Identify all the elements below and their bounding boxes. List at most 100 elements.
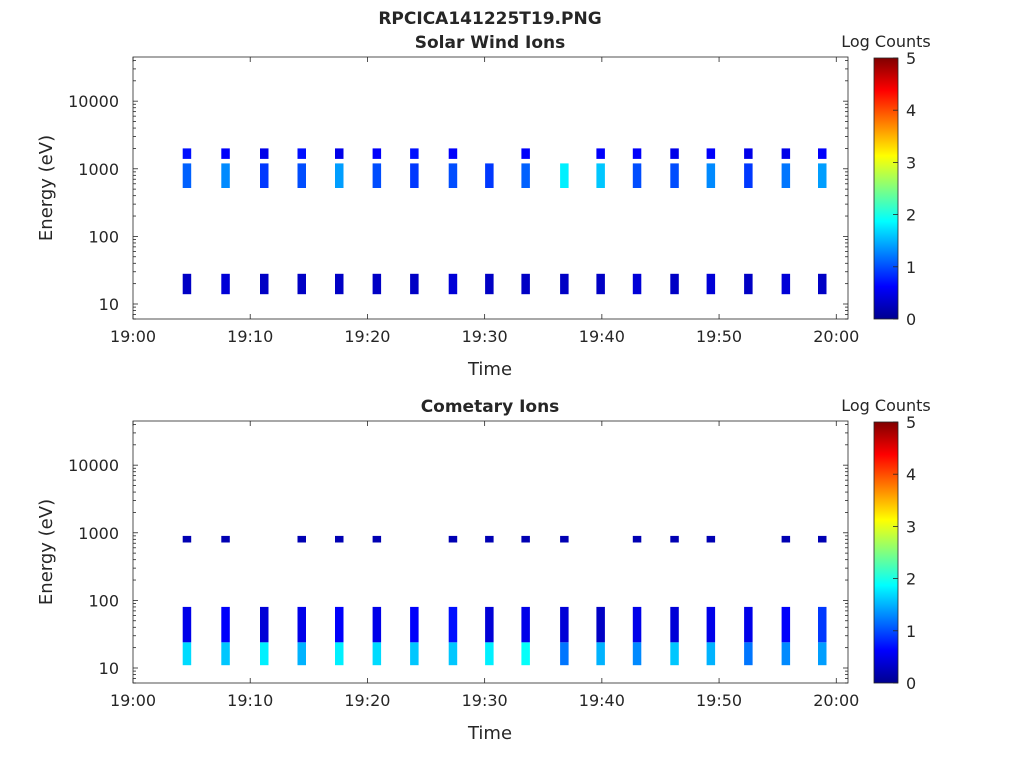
colorbar-tick-label: 2 [906, 206, 916, 225]
x-axis-label: Time [467, 723, 512, 744]
data-cell [521, 606, 530, 643]
data-cell [706, 148, 716, 159]
data-cell [744, 148, 753, 159]
data-cell [521, 642, 530, 666]
x-tick-label: 19:40 [579, 327, 625, 346]
x-tick-label: 20:00 [813, 327, 859, 346]
data-cell [632, 163, 642, 188]
colorbar-tick-label: 1 [906, 622, 916, 641]
y-axis-ticks: 10 100 1000 10000 [68, 60, 848, 320]
data-cell [335, 642, 344, 666]
x-tick-label: 19:00 [110, 327, 156, 346]
x-tick-label: 20:00 [813, 691, 859, 710]
y-tick-label: 100 [88, 591, 119, 610]
data-cell [221, 163, 230, 188]
data-cell [818, 535, 827, 543]
data-cell [260, 642, 269, 666]
data-cell [410, 273, 419, 295]
data-cell [818, 148, 827, 159]
data-cell [335, 606, 344, 643]
data-cell [260, 163, 269, 188]
x-axis-ticks: 19:00 19:10 19:20 19:30 19:40 19:50 20:00 [110, 421, 859, 710]
data-cell [560, 273, 569, 295]
data-cell [448, 163, 458, 188]
data-cell [744, 606, 753, 643]
x-tick-label: 19:50 [696, 327, 742, 346]
data-cell [182, 642, 192, 666]
data-cell [182, 535, 192, 543]
data-cell [670, 148, 679, 159]
colorbar-tick-label: 3 [906, 517, 916, 536]
data-cell [485, 273, 494, 295]
data-cell [297, 606, 306, 643]
data-cell [448, 273, 458, 295]
plot-frame [132, 420, 849, 684]
data-cell [182, 163, 192, 188]
colorbar-tick-label: 3 [906, 153, 916, 172]
data-cell [182, 148, 192, 159]
data-cell [335, 535, 344, 543]
y-tick-label: 10000 [68, 92, 119, 111]
data-cell [448, 642, 458, 666]
data-cell [632, 273, 642, 295]
y-axis-label: Energy (eV) [36, 135, 57, 241]
data-cell [372, 642, 382, 666]
data-cell [560, 163, 569, 188]
data-cell [485, 163, 494, 188]
data-cell [260, 606, 269, 643]
data-cell [448, 148, 458, 159]
data-cell [632, 535, 642, 543]
colorbar: Log Counts 0 1 2 3 4 5 [841, 32, 931, 329]
y-tick-label: 10000 [68, 456, 119, 475]
data-cell [670, 535, 679, 543]
data-cell [335, 273, 344, 295]
x-tick-label: 19:30 [462, 327, 508, 346]
data-cell [485, 606, 494, 643]
data-cell [744, 642, 753, 666]
data-cell [297, 535, 306, 543]
data-cell [485, 642, 494, 666]
colorbar-tick-label: 5 [906, 413, 916, 432]
spectrogram-cells [182, 535, 827, 666]
colorbar-label: Log Counts [841, 32, 931, 51]
data-cell [560, 642, 569, 666]
data-cell [372, 148, 382, 159]
colorbar-tick-label: 0 [906, 674, 916, 693]
data-cell [448, 606, 458, 643]
data-cell [297, 642, 306, 666]
data-cell [260, 273, 269, 295]
data-cell [818, 163, 827, 188]
colorbar-tick-label: 5 [906, 49, 916, 68]
data-cell [781, 163, 791, 188]
data-cell [410, 163, 419, 188]
data-cell [221, 642, 230, 666]
data-cell [670, 273, 679, 295]
data-cell [410, 606, 419, 643]
data-cell [818, 606, 827, 643]
data-cell [632, 606, 642, 643]
data-cell [596, 273, 605, 295]
data-cell [706, 642, 716, 666]
y-tick-label: 10 [99, 659, 119, 678]
colorbar-ticks: 0 1 2 3 4 5 [893, 49, 916, 329]
data-cell [744, 273, 753, 295]
data-cell [781, 535, 791, 543]
data-cell [521, 273, 530, 295]
data-cell [260, 148, 269, 159]
x-tick-label: 19:50 [696, 691, 742, 710]
data-cell [297, 163, 306, 188]
figure-title: RPCICA141225T19.PNG [378, 9, 601, 29]
y-tick-label: 1000 [78, 524, 119, 543]
data-cell [221, 273, 230, 295]
data-cell [372, 535, 382, 543]
colorbar-tick-label: 4 [906, 465, 916, 484]
colorbar-ticks: 0 1 2 3 4 5 [893, 413, 916, 693]
colorbar-label: Log Counts [841, 396, 931, 415]
data-cell [297, 273, 306, 295]
data-cell [632, 148, 642, 159]
data-cell [560, 535, 569, 543]
data-cell [521, 163, 530, 188]
